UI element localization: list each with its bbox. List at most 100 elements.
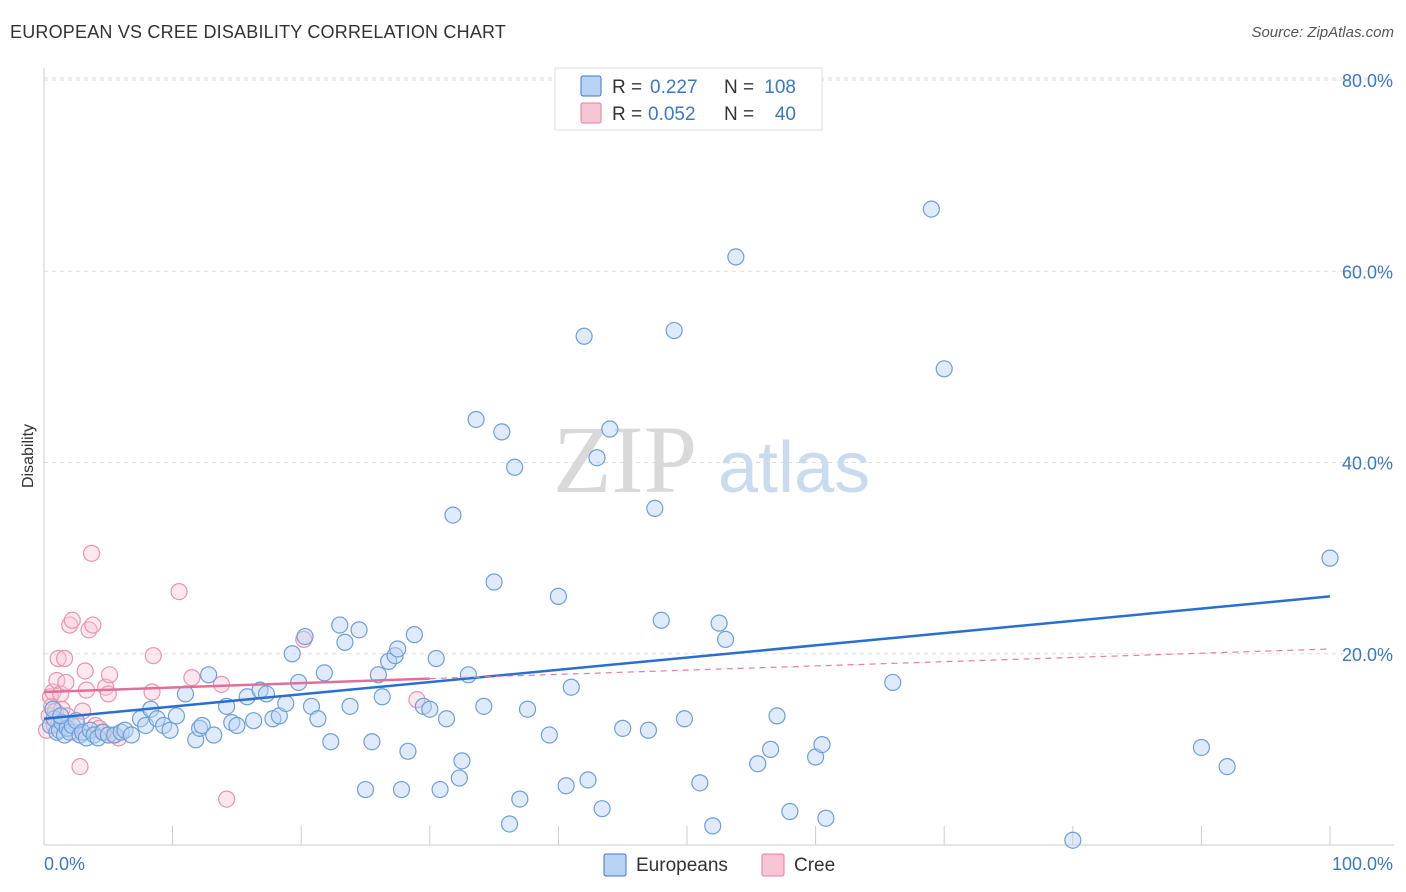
stats-legend-r-label-cree: R =: [612, 104, 642, 125]
europeans-point-46: [277, 694, 295, 713]
europeans-point-29: [161, 721, 179, 739]
europeans-point-72: [437, 710, 456, 728]
europeans-point-110: [813, 735, 831, 754]
europeans-point-47: [283, 645, 301, 663]
europeans-point-114: [935, 360, 953, 378]
europeans-point-113: [922, 200, 940, 218]
cree-point-34: [143, 683, 161, 701]
europeans-point-62: [380, 652, 398, 671]
cree-trendline-extended: [429, 648, 1331, 680]
europeans-point-112: [884, 673, 902, 692]
europeans-point-89: [575, 327, 593, 345]
europeans-trendline: [43, 595, 1331, 721]
europeans-point-30: [167, 707, 186, 725]
europeans-point-75: [453, 752, 471, 770]
europeans-point-87: [557, 777, 575, 795]
stats-legend-swatch-cree: [580, 102, 602, 124]
europeans-point-34: [193, 716, 211, 735]
europeans-point-74: [450, 769, 468, 787]
europeans-point-91: [588, 449, 606, 467]
chart-title: EUROPEAN VS CREE DISABILITY CORRELATION …: [10, 22, 507, 42]
bottom-legend-swatch-cree: [761, 853, 785, 877]
europeans-point-54: [331, 616, 349, 634]
europeans-point-115: [1064, 831, 1082, 849]
europeans-point-23: [122, 726, 141, 744]
cree-point-30: [99, 685, 117, 703]
watermark-zip: ZIP: [553, 406, 697, 513]
europeans-point-67: [405, 626, 423, 644]
europeans-point-90: [579, 771, 597, 789]
x-tick-label-min: 0.0%: [44, 854, 85, 874]
y-tick-label-60: 60.0%: [1342, 262, 1393, 282]
europeans-point-99: [675, 710, 694, 728]
y-tick-labels: 20.0% 40.0% 60.0% 80.0%: [1342, 71, 1393, 665]
stats-legend-swatch-europeans: [580, 75, 602, 97]
stats-legend-r-value-cree: 0.052: [648, 104, 696, 125]
europeans-point-59: [363, 733, 381, 751]
europeans-point-88: [562, 678, 580, 696]
europeans-point-94: [614, 719, 632, 737]
europeans-point-27: [148, 710, 166, 728]
stats-legend: R = 0.227 N = 108 R = 0.052 N = 40: [554, 67, 823, 131]
europeans-point-97: [652, 611, 670, 629]
europeans-point-39: [228, 716, 246, 735]
europeans-point-82: [506, 458, 524, 476]
europeans-point-107: [768, 707, 786, 725]
cree-trendline: [43, 677, 430, 694]
watermark: ZIP atlas: [553, 406, 870, 513]
bottom-legend-label-cree: Cree: [794, 855, 835, 876]
bottom-legend-label-europeans: Europeans: [636, 855, 728, 876]
x-tick-labels: 0.0% 100.0%: [44, 854, 1393, 874]
europeans-point-57: [350, 621, 368, 639]
europeans-point-79: [485, 573, 503, 591]
europeans-point-17: [99, 726, 117, 744]
stats-legend-n-value-cree: 40: [775, 104, 796, 125]
europeans-point-63: [386, 647, 404, 665]
series-europeans: [41, 200, 1339, 849]
europeans-point-81: [500, 815, 519, 833]
europeans-point-70: [427, 649, 445, 668]
bottom-legend: Europeans Cree: [603, 853, 835, 877]
europeans-point-49: [296, 627, 314, 646]
europeans-point-77: [467, 410, 485, 429]
europeans-point-35: [200, 666, 218, 684]
chart-source: Source: ZipAtlas.com: [1251, 24, 1394, 41]
europeans-point-61: [373, 688, 391, 706]
y-tick-label-20: 20.0%: [1342, 645, 1393, 665]
europeans-point-33: [191, 719, 209, 737]
europeans-point-108: [781, 802, 799, 821]
europeans-point-58: [356, 780, 375, 799]
cree-point-13: [57, 673, 75, 692]
europeans-point-53: [322, 733, 340, 751]
x-tick-label-max: 100.0%: [1332, 854, 1393, 874]
europeans-point-101: [704, 817, 722, 835]
europeans-point-103: [716, 630, 735, 649]
europeans-point-117: [1218, 757, 1236, 776]
europeans-point-80: [493, 423, 511, 441]
europeans-point-76: [459, 666, 477, 684]
stats-legend-n-label-cree: N =: [724, 104, 754, 125]
trendlines: [43, 595, 1331, 721]
europeans-point-55: [336, 633, 354, 651]
cree-point-16: [63, 611, 81, 629]
cree-point-21: [76, 662, 94, 680]
europeans-point-106: [761, 740, 780, 758]
bottom-legend-swatch-europeans: [603, 853, 627, 877]
cree-point-41: [408, 691, 426, 709]
europeans-point-93: [601, 420, 619, 438]
europeans-point-104: [727, 248, 745, 266]
europeans-point-86: [549, 587, 568, 605]
axes: [43, 68, 1394, 846]
cree-point-37: [183, 669, 201, 687]
europeans-point-71: [431, 780, 449, 799]
stats-legend-r-value-europeans: 0.227: [650, 77, 698, 98]
europeans-point-111: [817, 809, 835, 827]
cree-point-35: [144, 647, 162, 665]
europeans-point-66: [399, 742, 417, 760]
cree-point-40: [295, 630, 313, 649]
europeans-point-83: [511, 790, 529, 808]
cree-point-36: [170, 582, 188, 601]
y-tick-label-40: 40.0%: [1342, 454, 1393, 474]
watermark-atlas: atlas: [718, 428, 870, 508]
